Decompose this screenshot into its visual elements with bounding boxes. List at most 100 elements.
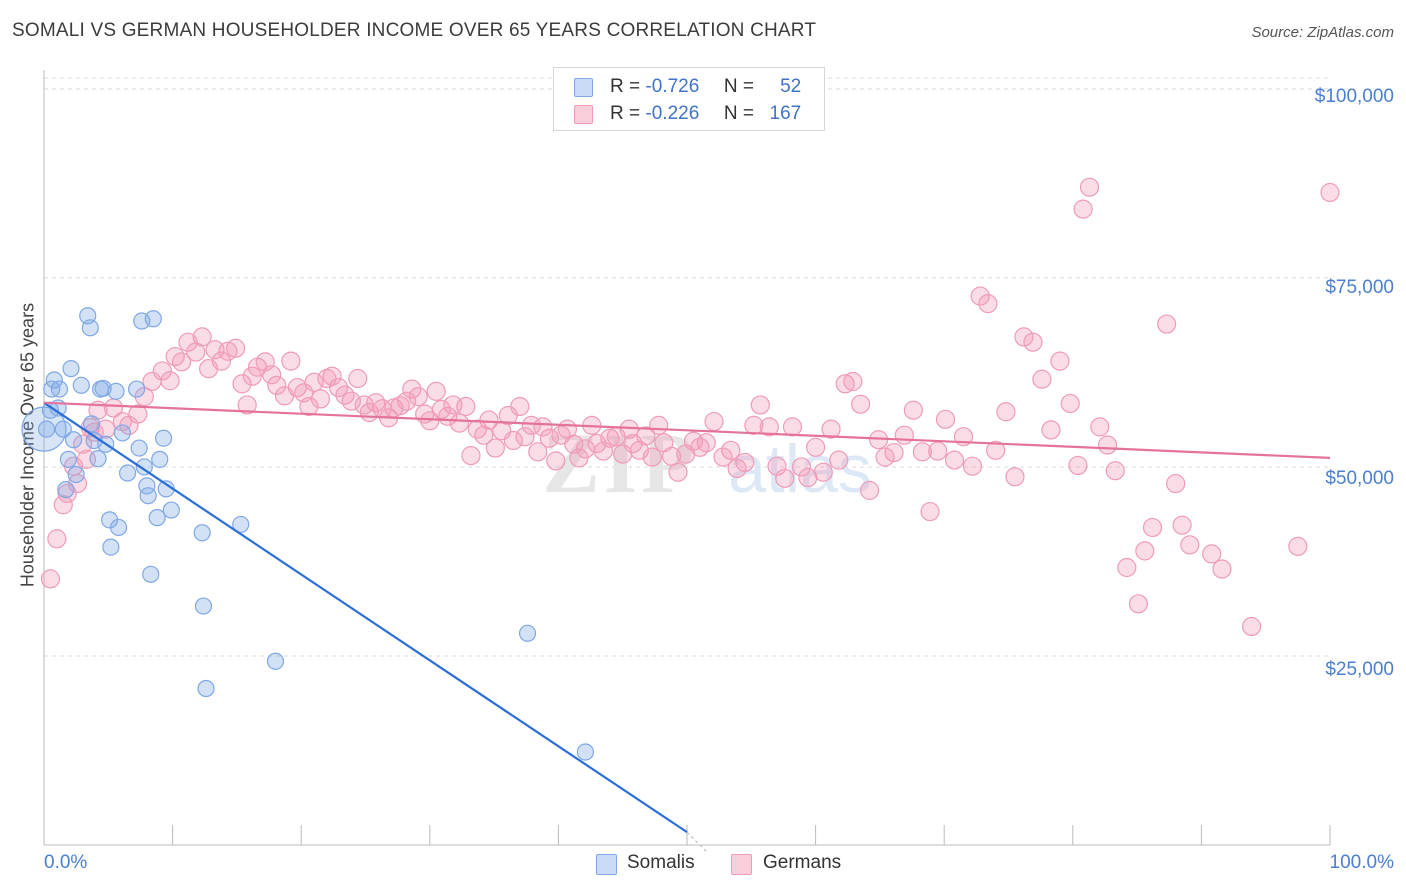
- somali-point: [142, 565, 160, 583]
- german-point: [860, 480, 880, 500]
- german-point: [903, 400, 923, 420]
- german-point: [1320, 182, 1340, 203]
- german-point: [1073, 199, 1093, 219]
- german-point: [47, 529, 67, 549]
- somali-point: [89, 450, 107, 468]
- german-point: [750, 395, 770, 415]
- german-point: [165, 346, 185, 367]
- german-point: [970, 286, 990, 306]
- somali-point: [139, 487, 157, 505]
- german-point: [1032, 369, 1052, 389]
- somali-point: [576, 743, 595, 761]
- german-point: [1172, 515, 1192, 535]
- german-point: [262, 365, 282, 385]
- german-point: [1097, 435, 1118, 455]
- somali-point: [21, 406, 67, 452]
- german-point: [1079, 177, 1100, 197]
- somali-point: [194, 597, 213, 615]
- german-point: [894, 425, 914, 445]
- r-label: R =: [610, 76, 641, 97]
- german-point: [211, 351, 232, 371]
- somali-r-value: -0.726: [645, 76, 700, 97]
- german-point: [310, 389, 331, 409]
- german-point: [237, 395, 257, 415]
- german-point: [649, 415, 669, 435]
- german-point: [805, 437, 826, 457]
- german-point: [962, 456, 983, 476]
- german-point: [920, 501, 940, 522]
- german-point: [986, 440, 1006, 460]
- german-point: [328, 377, 349, 398]
- german-point: [587, 433, 607, 454]
- german-point: [232, 374, 252, 394]
- german-point: [996, 402, 1016, 422]
- german-point: [426, 381, 446, 401]
- german-point: [1212, 559, 1232, 579]
- somali-trend-line: [43, 401, 688, 834]
- german-point: [727, 458, 747, 479]
- german-point: [348, 368, 368, 389]
- german-point: [642, 447, 662, 467]
- somali-point: [144, 310, 162, 328]
- german-point: [696, 433, 716, 453]
- german-point: [791, 457, 812, 477]
- german-point: [1157, 314, 1177, 334]
- somali-point: [232, 515, 250, 534]
- german-point: [851, 394, 871, 414]
- somali-point: [59, 450, 78, 468]
- somali-point: [151, 450, 169, 468]
- german-point: [1023, 332, 1043, 352]
- german-point: [798, 467, 818, 488]
- german-point: [636, 426, 656, 446]
- somali-point: [67, 465, 85, 484]
- somali-legend-row: R = -0.726 N = 52: [610, 76, 801, 98]
- german-point: [304, 372, 324, 392]
- german-point: [829, 450, 849, 470]
- german-point: [884, 442, 904, 463]
- german-point: [456, 396, 476, 417]
- german-n-value: 167: [769, 103, 802, 124]
- german-legend-swatch: [574, 105, 593, 124]
- r-label: R =: [610, 103, 641, 124]
- somali-point: [94, 379, 112, 397]
- somali-point: [54, 420, 72, 438]
- german-point: [1180, 535, 1200, 555]
- somali-point: [518, 624, 537, 642]
- german-point: [281, 351, 301, 371]
- somali-trend-extension: [686, 831, 708, 853]
- german-point: [978, 294, 998, 314]
- german-point: [1117, 557, 1137, 578]
- somali-point: [64, 431, 83, 449]
- german-point: [267, 375, 287, 395]
- german-point: [474, 425, 494, 445]
- german-point: [420, 411, 440, 431]
- german-point: [1128, 594, 1148, 614]
- grid-lines: [44, 77, 1330, 657]
- german-point: [1050, 351, 1070, 371]
- german-point: [744, 415, 764, 435]
- somali-series: [21, 307, 595, 761]
- german-point: [53, 495, 73, 515]
- german-r-value: -0.226: [645, 103, 700, 124]
- german-point: [515, 427, 535, 447]
- somali-point: [118, 464, 137, 482]
- n-label: N =: [723, 76, 754, 97]
- german-point: [912, 442, 932, 462]
- german-point: [192, 327, 212, 347]
- german-point: [449, 413, 469, 433]
- german-bottom-swatch: [731, 854, 752, 875]
- y-tick-label: $100,000: [1314, 86, 1394, 107]
- somali-bottom-swatch: [596, 854, 617, 875]
- german-trend-line: [43, 401, 1331, 459]
- german-point: [668, 462, 688, 482]
- german-point: [128, 404, 148, 424]
- german-point: [546, 451, 566, 471]
- german-point: [935, 409, 956, 429]
- somali-point: [107, 382, 125, 400]
- x-tick-label-max: 100.0%: [1329, 852, 1394, 873]
- german-point: [397, 391, 417, 411]
- german-point: [1142, 517, 1163, 538]
- german-point: [721, 440, 741, 460]
- german-point: [1288, 536, 1308, 556]
- german-point: [813, 462, 833, 482]
